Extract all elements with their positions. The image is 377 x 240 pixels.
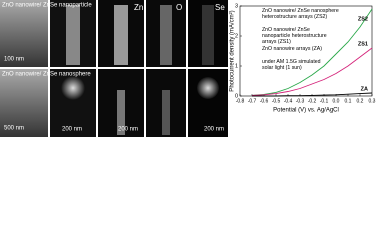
y-tick-label: 2 xyxy=(235,33,238,39)
annotation: under AM 1.5G simulated solar light (1 su… xyxy=(262,59,321,71)
x-tick-label: -0.4 xyxy=(284,98,293,104)
x-tick-label: -0.3 xyxy=(296,98,305,104)
sem-image xyxy=(0,69,48,137)
chart: -0.8 -0.7 -0.6 -0.5 -0.4 -0.3 -0.2 -0.1 0.0 0.1 0.… xyxy=(230,3,376,113)
annotation: ZnO nanowire/ ZnSe nanoparticle heterostr… xyxy=(262,27,327,45)
scale-label: 500 nm xyxy=(4,126,24,132)
x-tick-label: -0.6 xyxy=(260,98,269,104)
x-tick-label: 0.0 xyxy=(333,98,340,104)
series-line xyxy=(252,92,373,97)
nanowire xyxy=(117,90,125,135)
nanosphere xyxy=(61,76,85,100)
x-tick-label: 0.3 xyxy=(369,98,376,104)
micrographs: ZnO nanowire/ ZnSe nanoparticle 100 nm Z… xyxy=(0,0,228,137)
series-label: ZS2 xyxy=(358,16,368,22)
panel-label: Se xyxy=(215,3,225,12)
x-tick-label: -0.1 xyxy=(320,98,329,104)
series-line xyxy=(251,8,373,96)
nanosphere xyxy=(197,77,219,99)
scale-label: 200 nm xyxy=(204,127,224,133)
scale-label: 100 nm xyxy=(4,57,24,63)
scale-label: 200 nm xyxy=(62,127,82,133)
nanowire xyxy=(114,5,128,65)
y-axis-title: Photocurrent density (mA/cm²) xyxy=(230,10,236,91)
annotation: ZnO nanowire arrays (ZA) xyxy=(262,46,322,52)
nanowire xyxy=(66,5,80,65)
series-line xyxy=(251,47,373,96)
nanowire xyxy=(162,90,170,135)
series-label: ZA xyxy=(361,86,368,92)
nanowire xyxy=(202,5,214,65)
scale-label: 200 nm xyxy=(118,127,138,133)
x-axis-title: Potential (V) vs. Ag/AgCl xyxy=(273,108,339,114)
y-tick-label: 3 xyxy=(235,3,238,9)
nanowire xyxy=(160,5,172,65)
x-tick-label: -0.5 xyxy=(272,98,281,104)
figure: ZnO nanowire/ ZnSe nanoparticle 100 nm Z… xyxy=(0,0,376,137)
x-tick-label: 0.2 xyxy=(357,98,364,104)
y-tick-label: 0 xyxy=(235,93,238,99)
x-tick-label: 0.1 xyxy=(345,98,352,104)
series-label: ZS1 xyxy=(358,41,368,47)
panel-label: ZnO nanowire/ ZnSe nanoparticle xyxy=(2,3,92,9)
panel-label: ZnO nanowire/ ZnSe nanosphere xyxy=(2,72,91,78)
panel-label: O xyxy=(176,3,182,12)
y-tick-label: 1 xyxy=(235,63,238,69)
x-tick-label: -0.7 xyxy=(248,98,257,104)
x-tick-label: -0.8 xyxy=(236,98,245,104)
panel-label: Zn xyxy=(134,3,143,12)
sem-image xyxy=(0,0,48,67)
x-tick-label: -0.2 xyxy=(308,98,317,104)
annotation: ZnO nanowire/ ZnSe nanosphere heterostruc… xyxy=(262,8,339,20)
